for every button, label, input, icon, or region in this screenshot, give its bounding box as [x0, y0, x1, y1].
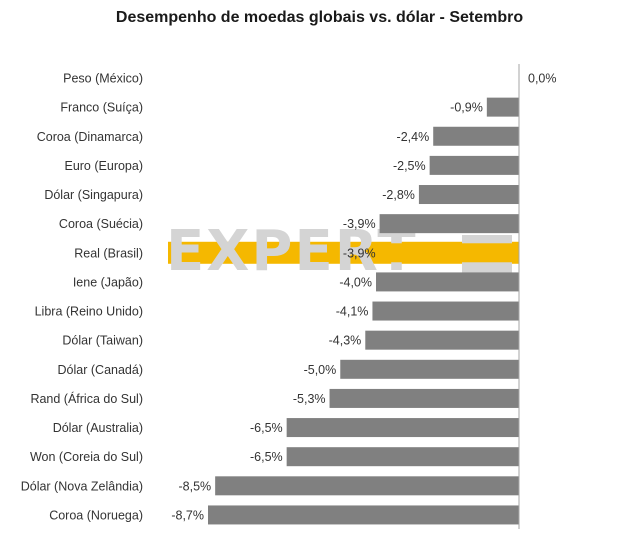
bar [379, 214, 519, 234]
data-label: -4,3% [329, 334, 362, 348]
data-label: 0,0% [528, 72, 557, 86]
chart-title: Desempenho de moedas globais vs. dólar -… [115, 9, 524, 26]
bar [215, 476, 520, 496]
data-label: -2,5% [393, 159, 426, 173]
bar [286, 418, 519, 438]
bar [379, 243, 519, 263]
data-label: -3,9% [343, 217, 376, 231]
data-label: -5,0% [304, 363, 337, 377]
bar [376, 272, 519, 292]
category-label: Coroa (Noruega) [49, 508, 143, 522]
bar [340, 359, 519, 379]
bar [486, 97, 519, 117]
data-label: -0,9% [450, 101, 483, 115]
bar [372, 301, 519, 321]
category-label: Coroa (Suécia) [59, 217, 143, 231]
data-label: -2,4% [397, 130, 430, 144]
category-label: Rand (África do Sul) [30, 391, 143, 406]
data-label: -6,5% [250, 421, 283, 435]
category-label: Euro (Europa) [64, 159, 143, 173]
data-label: -3,9% [343, 246, 376, 260]
data-label: -8,5% [178, 479, 211, 493]
category-label: Iene (Japão) [73, 275, 143, 289]
bar [208, 505, 519, 525]
category-label: Dólar (Canadá) [58, 363, 143, 377]
data-label: -2,8% [382, 188, 415, 202]
data-label: -8,7% [171, 508, 204, 522]
category-label: Won (Coreia do Sul) [30, 450, 143, 464]
bar [433, 126, 519, 146]
watermark: EXPERT XP [166, 219, 512, 284]
bar [286, 447, 519, 467]
category-label: Libra (Reino Unido) [35, 305, 143, 319]
bar [365, 330, 519, 350]
data-label: -5,3% [293, 392, 326, 406]
category-label: Dólar (Taiwan) [62, 334, 143, 348]
data-label: -6,5% [250, 450, 283, 464]
category-label: Franco (Suíça) [60, 101, 143, 115]
bar [429, 155, 519, 175]
category-label: Coroa (Dinamarca) [37, 130, 143, 144]
data-label: -4,1% [336, 305, 369, 319]
data-label: -4,0% [339, 275, 372, 289]
bar [329, 388, 519, 408]
category-label: Dólar (Nova Zelândia) [21, 479, 143, 493]
category-label: Real (Brasil) [74, 246, 143, 260]
watermark-text: EXPERT [166, 219, 418, 284]
category-label: Dólar (Singapura) [44, 188, 143, 202]
category-label: Peso (México) [63, 72, 143, 86]
category-label: Dólar (Australia) [53, 421, 143, 435]
bar [418, 185, 519, 205]
